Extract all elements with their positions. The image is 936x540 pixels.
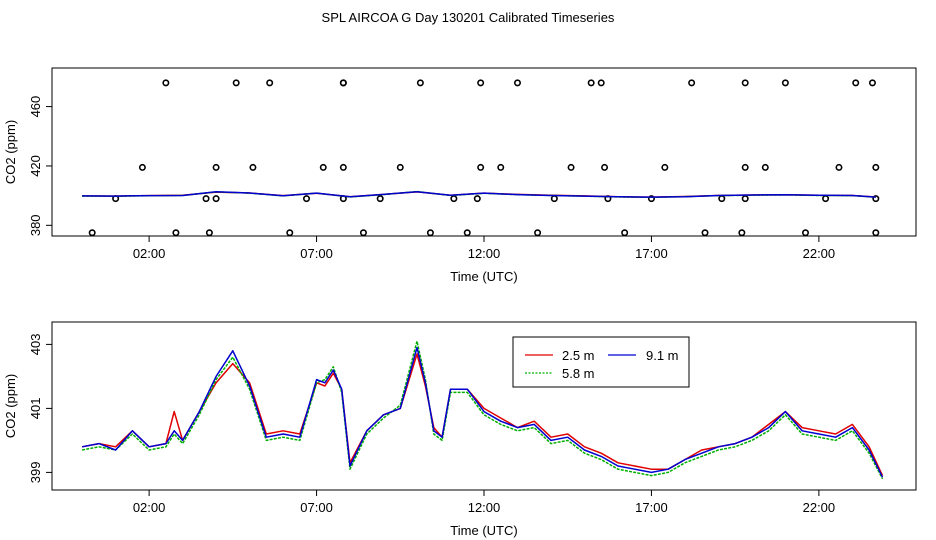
top-flagged-point xyxy=(738,229,746,237)
top-y-tick-label: 420 xyxy=(28,155,43,177)
top-flagged-point xyxy=(162,79,170,87)
top-x-axis-label: Time (UTC) xyxy=(450,269,517,284)
top-flagged-point xyxy=(339,79,347,87)
top-x-tick-label: 07:00 xyxy=(300,246,333,261)
top-y-tick-label: 460 xyxy=(28,96,43,118)
top-flagged-point xyxy=(872,195,880,203)
top-panel: 02:00 07:00 12:00 17:00 22:00 380 420 460 Time … xyxy=(3,67,917,284)
top-flagged-point xyxy=(701,229,709,237)
bottom-series-lines xyxy=(81,340,884,480)
top-flagged-point xyxy=(647,195,655,203)
legend-label-2-5m: 2.5 m xyxy=(562,348,595,363)
top-x-tick-label: 12:00 xyxy=(468,246,501,261)
top-flagged-point xyxy=(781,79,789,87)
bottom-series-9-1-m xyxy=(81,346,884,478)
legend-label-9-1m: 9.1 m xyxy=(646,348,679,363)
top-flagged-point xyxy=(396,163,404,171)
bottom-plot-frame xyxy=(51,321,917,491)
top-flagged-points xyxy=(88,79,880,237)
bottom-axes: 02:00 07:00 12:00 17:00 22:00 399 401 403 xyxy=(28,334,835,515)
bottom-x-tick-label: 02:00 xyxy=(133,500,166,515)
top-flagged-point xyxy=(661,163,669,171)
top-flagged-point xyxy=(266,79,274,87)
top-flagged-point xyxy=(587,79,595,87)
top-flagged-point xyxy=(741,195,749,203)
top-flagged-point xyxy=(286,229,294,237)
top-flagged-point xyxy=(450,195,458,203)
top-flagged-point xyxy=(852,79,860,87)
top-flagged-point xyxy=(416,79,424,87)
top-flagged-point xyxy=(513,79,521,87)
top-flagged-point xyxy=(741,79,749,87)
top-x-tick-label: 17:00 xyxy=(635,246,668,261)
bottom-y-tick-label: 399 xyxy=(28,462,43,484)
top-flagged-point xyxy=(621,229,629,237)
top-flagged-point xyxy=(868,79,876,87)
chart-title: SPL AIRCOA G Day 130201 Calibrated Times… xyxy=(322,10,615,25)
top-flagged-point xyxy=(718,195,726,203)
top-flagged-point xyxy=(567,163,575,171)
bottom-series-2-5-m xyxy=(81,353,884,476)
top-y-axis-label: CO2 (ppm) xyxy=(3,120,18,184)
top-flagged-point xyxy=(550,195,558,203)
top-flagged-point xyxy=(212,163,220,171)
top-flagged-point xyxy=(319,163,327,171)
top-x-tick-label: 22:00 xyxy=(803,246,836,261)
top-flagged-point xyxy=(232,79,240,87)
top-flagged-point xyxy=(426,229,434,237)
bottom-x-tick-label: 12:00 xyxy=(468,500,501,515)
top-flagged-point xyxy=(359,229,367,237)
legend: 2.5 m 9.1 m 5.8 m xyxy=(512,336,690,388)
top-plot-frame xyxy=(51,67,917,237)
top-flagged-point xyxy=(138,163,146,171)
bottom-y-axis-label: CO2 (ppm) xyxy=(3,374,18,438)
bottom-y-tick-label: 401 xyxy=(28,398,43,420)
top-flagged-point xyxy=(376,195,384,203)
top-flagged-point xyxy=(303,195,311,203)
top-flagged-point xyxy=(601,163,609,171)
top-flagged-point xyxy=(741,163,749,171)
top-flagged-point xyxy=(872,163,880,171)
legend-label-5-8m: 5.8 m xyxy=(562,366,595,381)
top-flagged-point xyxy=(534,229,542,237)
top-series-9-1-m xyxy=(82,191,876,198)
top-flagged-point xyxy=(172,229,180,237)
bottom-x-tick-label: 22:00 xyxy=(803,500,836,515)
top-flagged-point xyxy=(473,195,481,203)
top-x-tick-label: 02:00 xyxy=(133,246,166,261)
top-flagged-point xyxy=(212,195,220,203)
top-flagged-point xyxy=(822,195,830,203)
top-series-lines xyxy=(82,190,876,199)
top-flagged-point xyxy=(801,229,809,237)
top-flagged-point xyxy=(88,229,96,237)
bottom-x-tick-label: 17:00 xyxy=(635,500,668,515)
top-flagged-point xyxy=(249,163,257,171)
top-flagged-point xyxy=(872,229,880,237)
top-flagged-point xyxy=(463,229,471,237)
top-flagged-point xyxy=(477,79,485,87)
top-flagged-point xyxy=(477,163,485,171)
bottom-y-tick-label: 403 xyxy=(28,334,43,356)
bottom-panel: 02:00 07:00 12:00 17:00 22:00 399 401 403 Time … xyxy=(3,321,917,538)
top-flagged-point xyxy=(497,163,505,171)
top-flagged-point xyxy=(205,229,213,237)
top-flagged-point xyxy=(339,163,347,171)
legend-box xyxy=(512,336,690,388)
top-flagged-point xyxy=(761,163,769,171)
top-flagged-point xyxy=(688,79,696,87)
top-y-tick-label: 380 xyxy=(28,214,43,236)
top-axes: 02:00 07:00 12:00 17:00 22:00 380 420 460 xyxy=(28,96,835,261)
top-flagged-point xyxy=(202,195,210,203)
bottom-x-axis-label: Time (UTC) xyxy=(450,523,517,538)
top-flagged-point xyxy=(835,163,843,171)
bottom-x-tick-label: 07:00 xyxy=(300,500,333,515)
top-flagged-point xyxy=(597,79,605,87)
